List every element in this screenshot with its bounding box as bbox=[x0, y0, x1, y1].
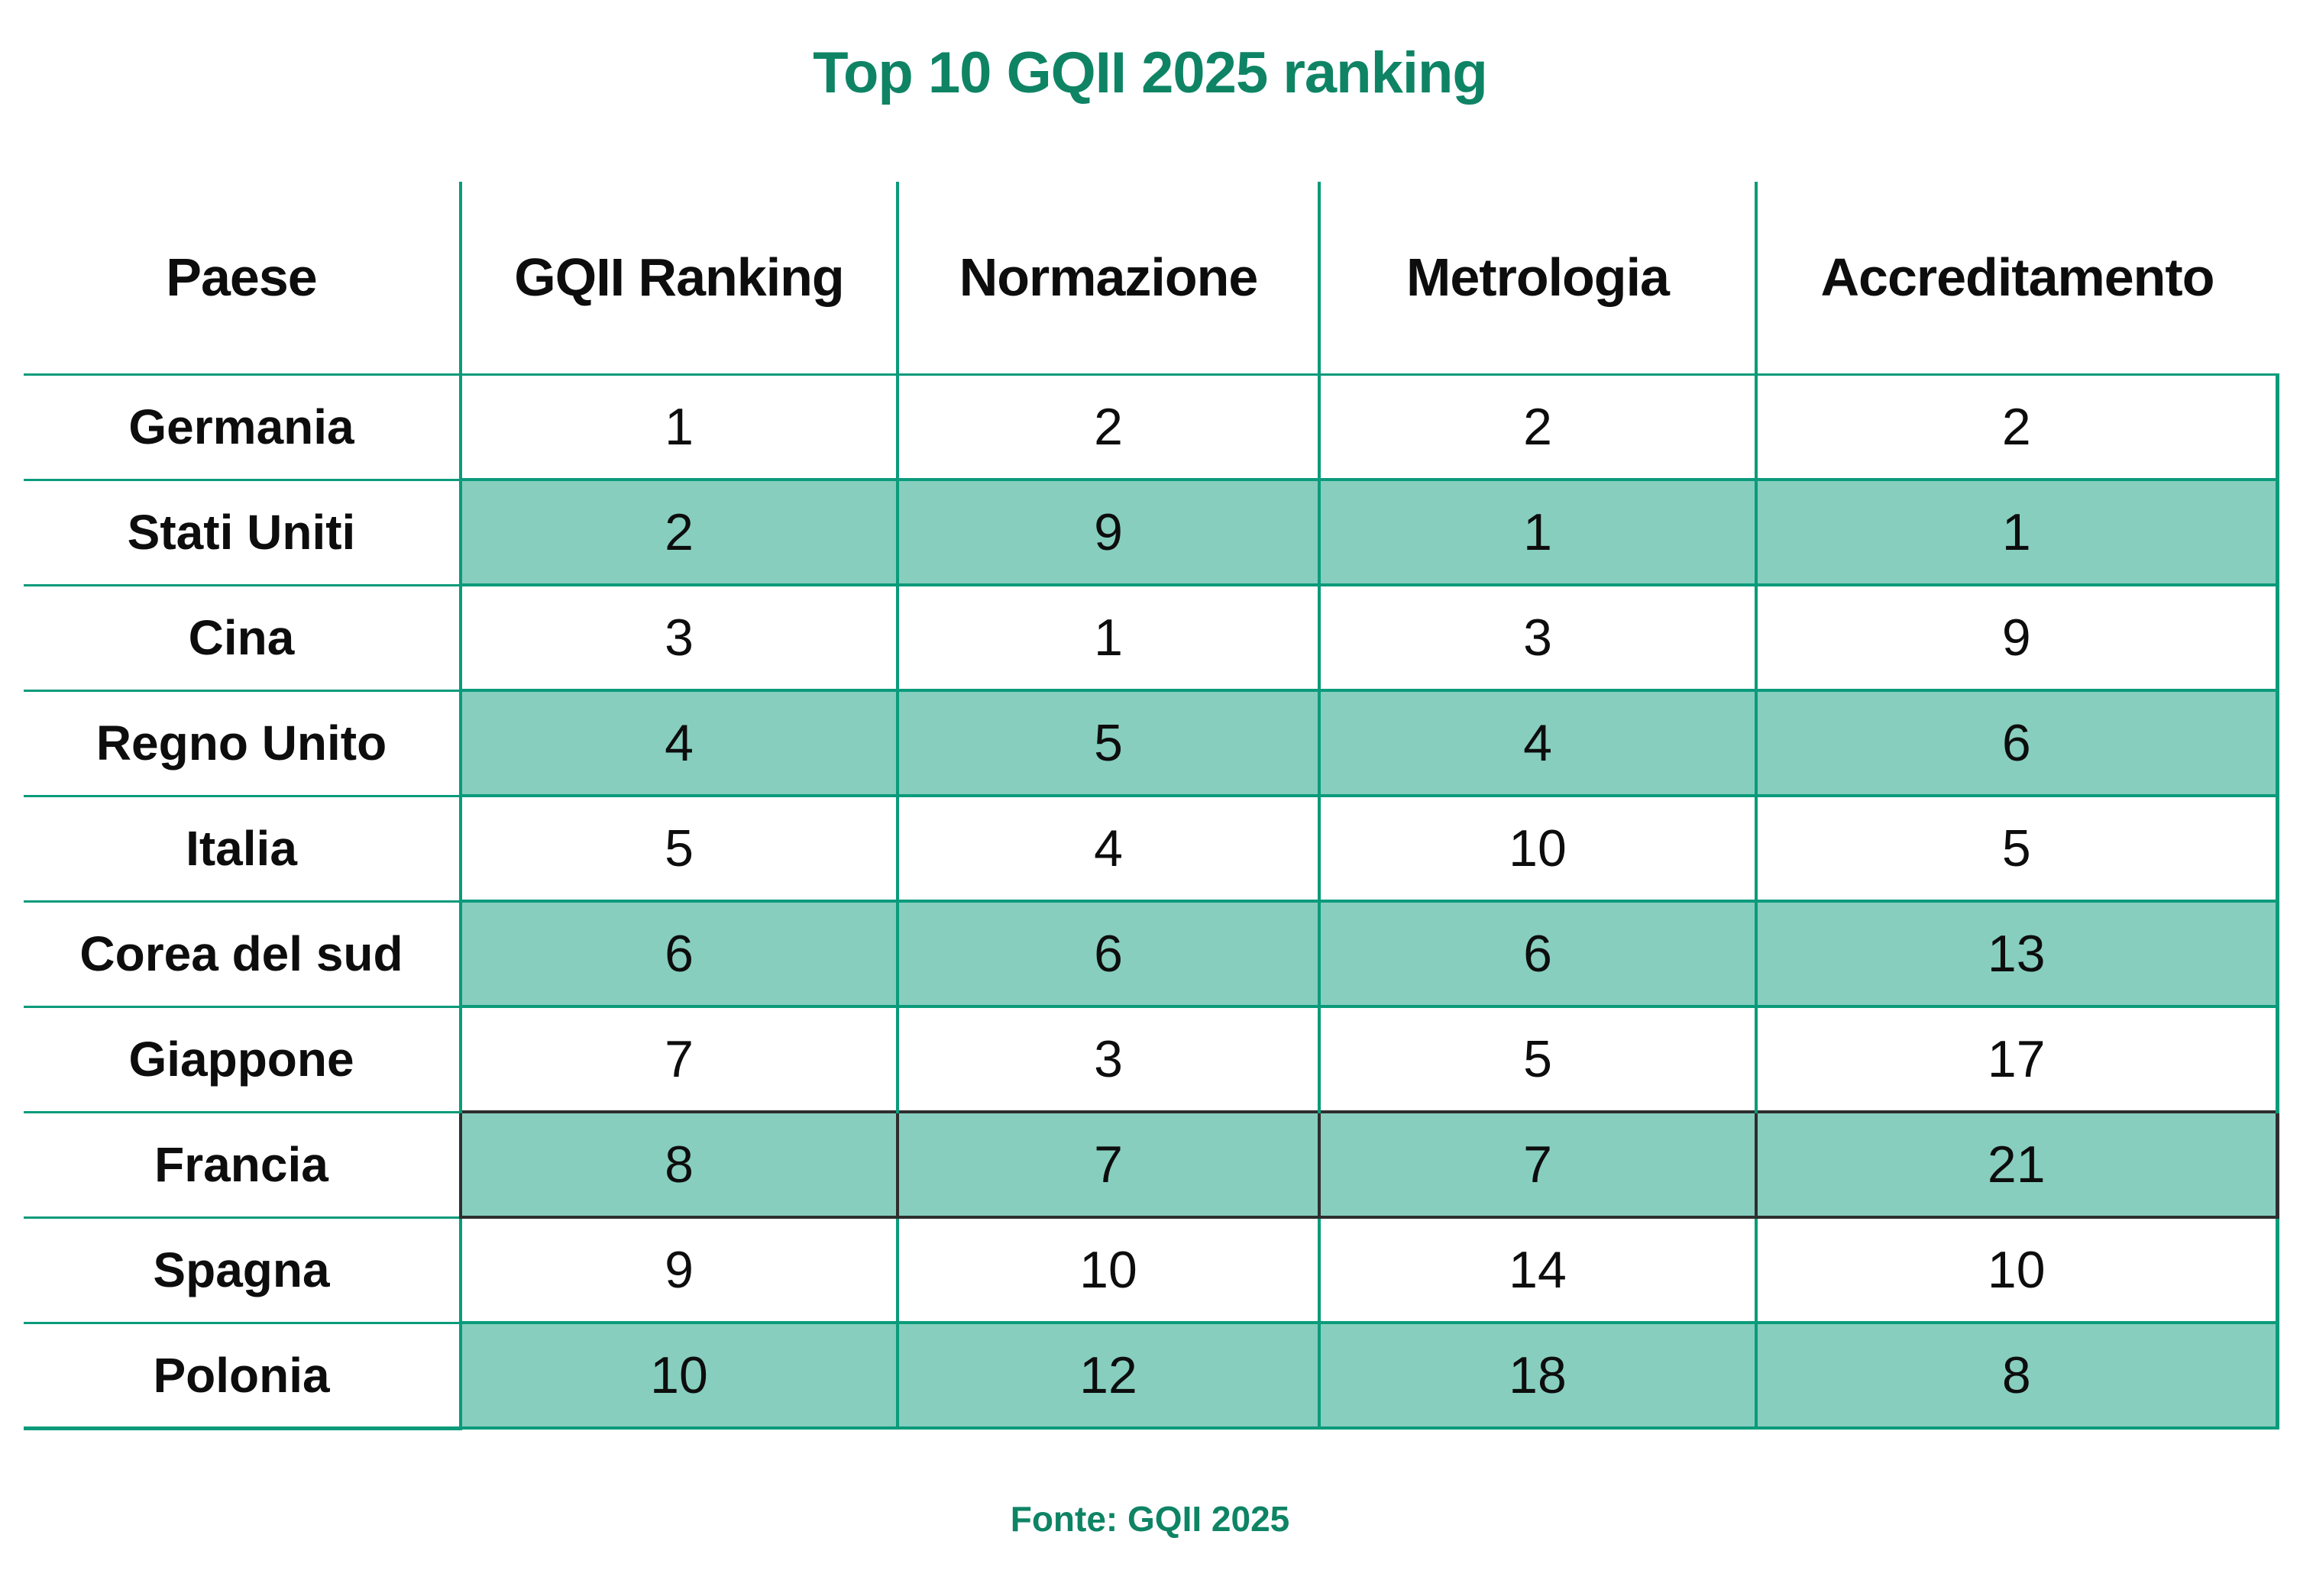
value-cell: 5 bbox=[1318, 1005, 1756, 1112]
value-cell: 17 bbox=[1755, 1005, 2279, 1112]
table-row: Corea del sud 6 6 6 13 bbox=[24, 900, 2279, 1008]
value-cell: 9 bbox=[459, 1216, 898, 1323]
value-cell: 1 bbox=[459, 373, 898, 480]
source-note: Fonte: GQII 2025 bbox=[1010, 1499, 1290, 1539]
value-cell: 14 bbox=[1318, 1216, 1756, 1323]
table-row: Polonia 10 12 18 8 bbox=[24, 1321, 2279, 1430]
value-cell: 3 bbox=[1318, 583, 1756, 690]
value-cell: 10 bbox=[1755, 1216, 2279, 1323]
value-cell: 12 bbox=[896, 1321, 1319, 1430]
value-cell: 6 bbox=[896, 900, 1319, 1008]
value-cell: 4 bbox=[896, 794, 1319, 901]
country-cell: Cina bbox=[24, 583, 461, 690]
country-cell: Spagna bbox=[24, 1216, 461, 1323]
country-cell: Francia bbox=[24, 1110, 461, 1217]
table-body: Germania 1 2 2 2 Stati Uniti 2 9 1 1 Cina 3 1 3 9 Regno… bbox=[24, 373, 2279, 1430]
country-cell: Polonia bbox=[24, 1321, 461, 1430]
value-cell: 2 bbox=[1318, 373, 1756, 480]
chart-title: Top 10 GQII 2025 ranking bbox=[813, 40, 1488, 105]
country-cell: Regno Unito bbox=[24, 689, 461, 796]
value-cell: 10 bbox=[1318, 794, 1756, 901]
value-cell: 2 bbox=[1755, 373, 2279, 480]
country-cell: Germania bbox=[24, 373, 461, 480]
value-cell: 13 bbox=[1755, 900, 2279, 1008]
table-row: Spagna 9 10 14 10 bbox=[24, 1216, 2279, 1323]
value-cell: 3 bbox=[459, 583, 898, 690]
value-cell: 9 bbox=[1755, 583, 2279, 690]
value-cell: 10 bbox=[896, 1216, 1319, 1323]
country-cell: Italia bbox=[24, 794, 461, 901]
value-cell: 18 bbox=[1318, 1321, 1756, 1430]
value-cell: 5 bbox=[1755, 794, 2279, 901]
value-cell: 3 bbox=[896, 1005, 1319, 1112]
table-row: Stati Uniti 2 9 1 1 bbox=[24, 478, 2279, 586]
value-cell: 6 bbox=[1318, 900, 1756, 1008]
table-row: Cina 3 1 3 9 bbox=[24, 583, 2279, 690]
value-cell: 6 bbox=[459, 900, 898, 1008]
table-row: Regno Unito 4 5 4 6 bbox=[24, 689, 2279, 797]
table-row: Italia 5 4 10 5 bbox=[24, 794, 2279, 901]
value-cell: 10 bbox=[459, 1321, 898, 1430]
value-cell: 1 bbox=[1755, 478, 2279, 586]
value-cell: 2 bbox=[459, 478, 898, 586]
table-row: Giappone 7 3 5 17 bbox=[24, 1005, 2279, 1112]
column-header: Metrologia bbox=[1318, 182, 1756, 374]
value-cell: 7 bbox=[459, 1005, 898, 1112]
value-cell: 7 bbox=[1318, 1110, 1756, 1219]
ranking-table-wrap: Paese GQII Ranking Normazione Metrologia Acc… bbox=[24, 182, 2279, 1430]
header-row: Paese GQII Ranking Normazione Metrologia Acc… bbox=[24, 182, 2277, 374]
value-cell: 4 bbox=[1318, 689, 1756, 797]
column-header: GQII Ranking bbox=[459, 182, 898, 374]
value-cell: 1 bbox=[896, 583, 1319, 690]
value-cell: 21 bbox=[1755, 1110, 2279, 1219]
value-cell: 5 bbox=[459, 794, 898, 901]
country-cell: Corea del sud bbox=[24, 900, 461, 1006]
ranking-table: Paese GQII Ranking Normazione Metrologia Acc… bbox=[24, 182, 2279, 1430]
value-cell: 1 bbox=[1318, 478, 1756, 586]
table-row: Germania 1 2 2 2 bbox=[24, 373, 2279, 480]
value-cell: 4 bbox=[459, 689, 898, 797]
value-cell: 8 bbox=[1755, 1321, 2279, 1430]
value-cell: 2 bbox=[896, 373, 1319, 480]
table-row: Francia 8 7 7 21 bbox=[24, 1110, 2279, 1219]
value-cell: 6 bbox=[1755, 689, 2279, 797]
value-cell: 7 bbox=[896, 1110, 1319, 1219]
value-cell: 9 bbox=[896, 478, 1319, 586]
column-header: Normazione bbox=[896, 182, 1319, 374]
country-cell: Giappone bbox=[24, 1005, 461, 1112]
country-cell: Stati Uniti bbox=[24, 478, 461, 585]
column-header: Paese bbox=[24, 182, 461, 374]
value-cell: 8 bbox=[459, 1110, 898, 1219]
column-header: Accreditamento bbox=[1755, 182, 2277, 374]
value-cell: 5 bbox=[896, 689, 1319, 797]
